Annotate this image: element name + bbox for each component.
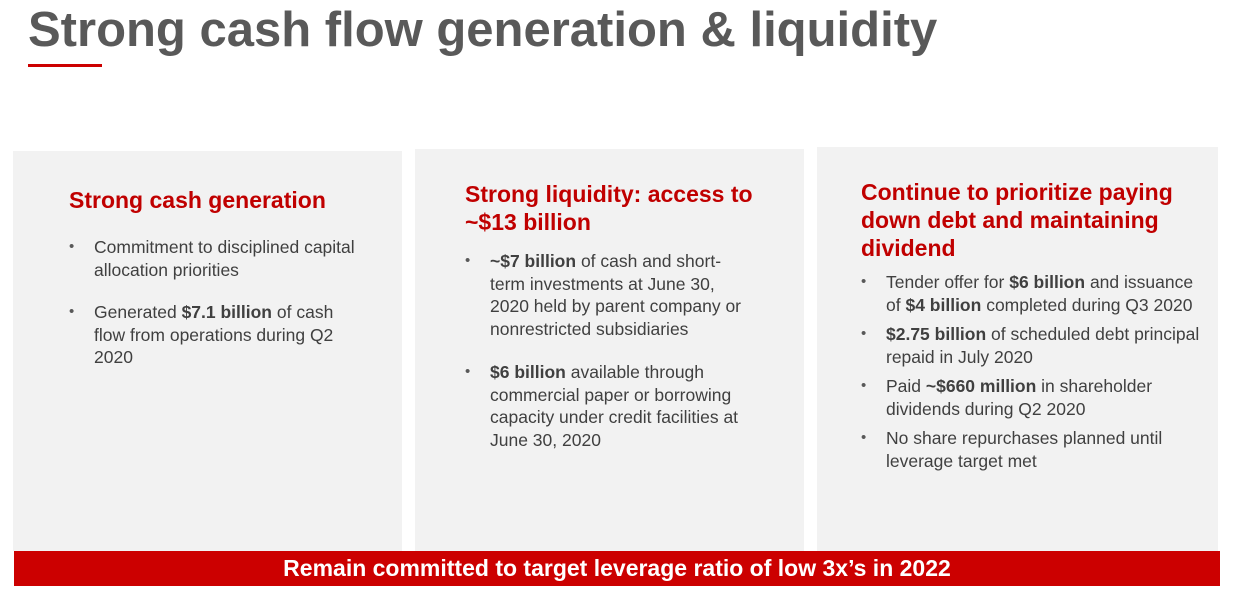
bullet-highlight: $6 billion bbox=[1009, 272, 1086, 292]
panel-heading: Continue to prioritize paying down debt … bbox=[861, 179, 1173, 261]
panel-heading: Strong liquidity: access to ~$13 billion bbox=[465, 181, 753, 235]
bullet-item: Tender offer for $6 billion and issuance… bbox=[861, 271, 1201, 316]
panel-debt-dividend: Continue to prioritize paying down debt … bbox=[817, 147, 1218, 551]
bullet-item: $2.75 billion of scheduled debt principa… bbox=[861, 323, 1201, 368]
title-underline-accent bbox=[28, 64, 102, 67]
bullet-text: and issuance of bbox=[886, 272, 1194, 315]
bullet-list: Tender offer for $6 billion and issuance… bbox=[861, 271, 1201, 479]
bullet-text: Generated bbox=[94, 302, 182, 322]
bullet-item: Generated $7.1 billion of cash flow from… bbox=[69, 301, 369, 369]
bullet-highlight: $6 billion bbox=[490, 362, 566, 382]
bullet-item: $6 billion available through commercial … bbox=[465, 361, 755, 451]
bullet-item: Commitment to disciplined capital alloca… bbox=[69, 236, 369, 281]
bullet-text: Commitment to disciplined capital alloca… bbox=[94, 237, 355, 280]
bullet-list: Commitment to disciplined capital alloca… bbox=[69, 236, 369, 389]
leverage-target-banner: Remain committed to target leverage rati… bbox=[14, 551, 1220, 586]
bullet-text: available through commercial paper or bo… bbox=[490, 362, 739, 450]
bullet-text: Tender offer for bbox=[886, 272, 1010, 292]
bullet-list: ~$7 billion of cash and short-term inves… bbox=[465, 250, 755, 472]
bullet-text: Paid bbox=[886, 376, 926, 396]
bullet-item: No share repurchases planned until lever… bbox=[861, 427, 1201, 472]
bullet-item: Paid ~$660 million in shareholder divide… bbox=[861, 375, 1201, 420]
bullet-text: completed during Q3 2020 bbox=[981, 294, 1193, 315]
bullet-text: of cash flow from operations during Q2 2… bbox=[94, 302, 334, 367]
bullet-highlight: ~$660 million bbox=[925, 376, 1037, 396]
bullet-highlight: $7.1 billion bbox=[181, 302, 273, 322]
bullet-highlight: ~$7 billion bbox=[490, 251, 577, 271]
bullet-highlight: $2.75 billion bbox=[886, 324, 987, 344]
bullet-text: of cash and short-term investments at Ju… bbox=[490, 251, 741, 339]
panel-liquidity: Strong liquidity: access to ~$13 billion… bbox=[415, 149, 804, 551]
bullet-text: in shareholder dividends during Q2 2020 bbox=[886, 376, 1153, 419]
slide-title: Strong cash flow generation & liquidity bbox=[28, 3, 938, 57]
panel-heading: Strong cash generation bbox=[69, 187, 326, 213]
bullet-highlight: $4 billion bbox=[905, 294, 982, 315]
bullet-text: of scheduled debt principal repaid in Ju… bbox=[886, 324, 1200, 367]
bullet-item: ~$7 billion of cash and short-term inves… bbox=[465, 250, 755, 340]
bullet-text: No share repurchases planned until lever… bbox=[886, 428, 1163, 471]
panel-cash-generation: Strong cash generation Commitment to dis… bbox=[13, 151, 402, 551]
